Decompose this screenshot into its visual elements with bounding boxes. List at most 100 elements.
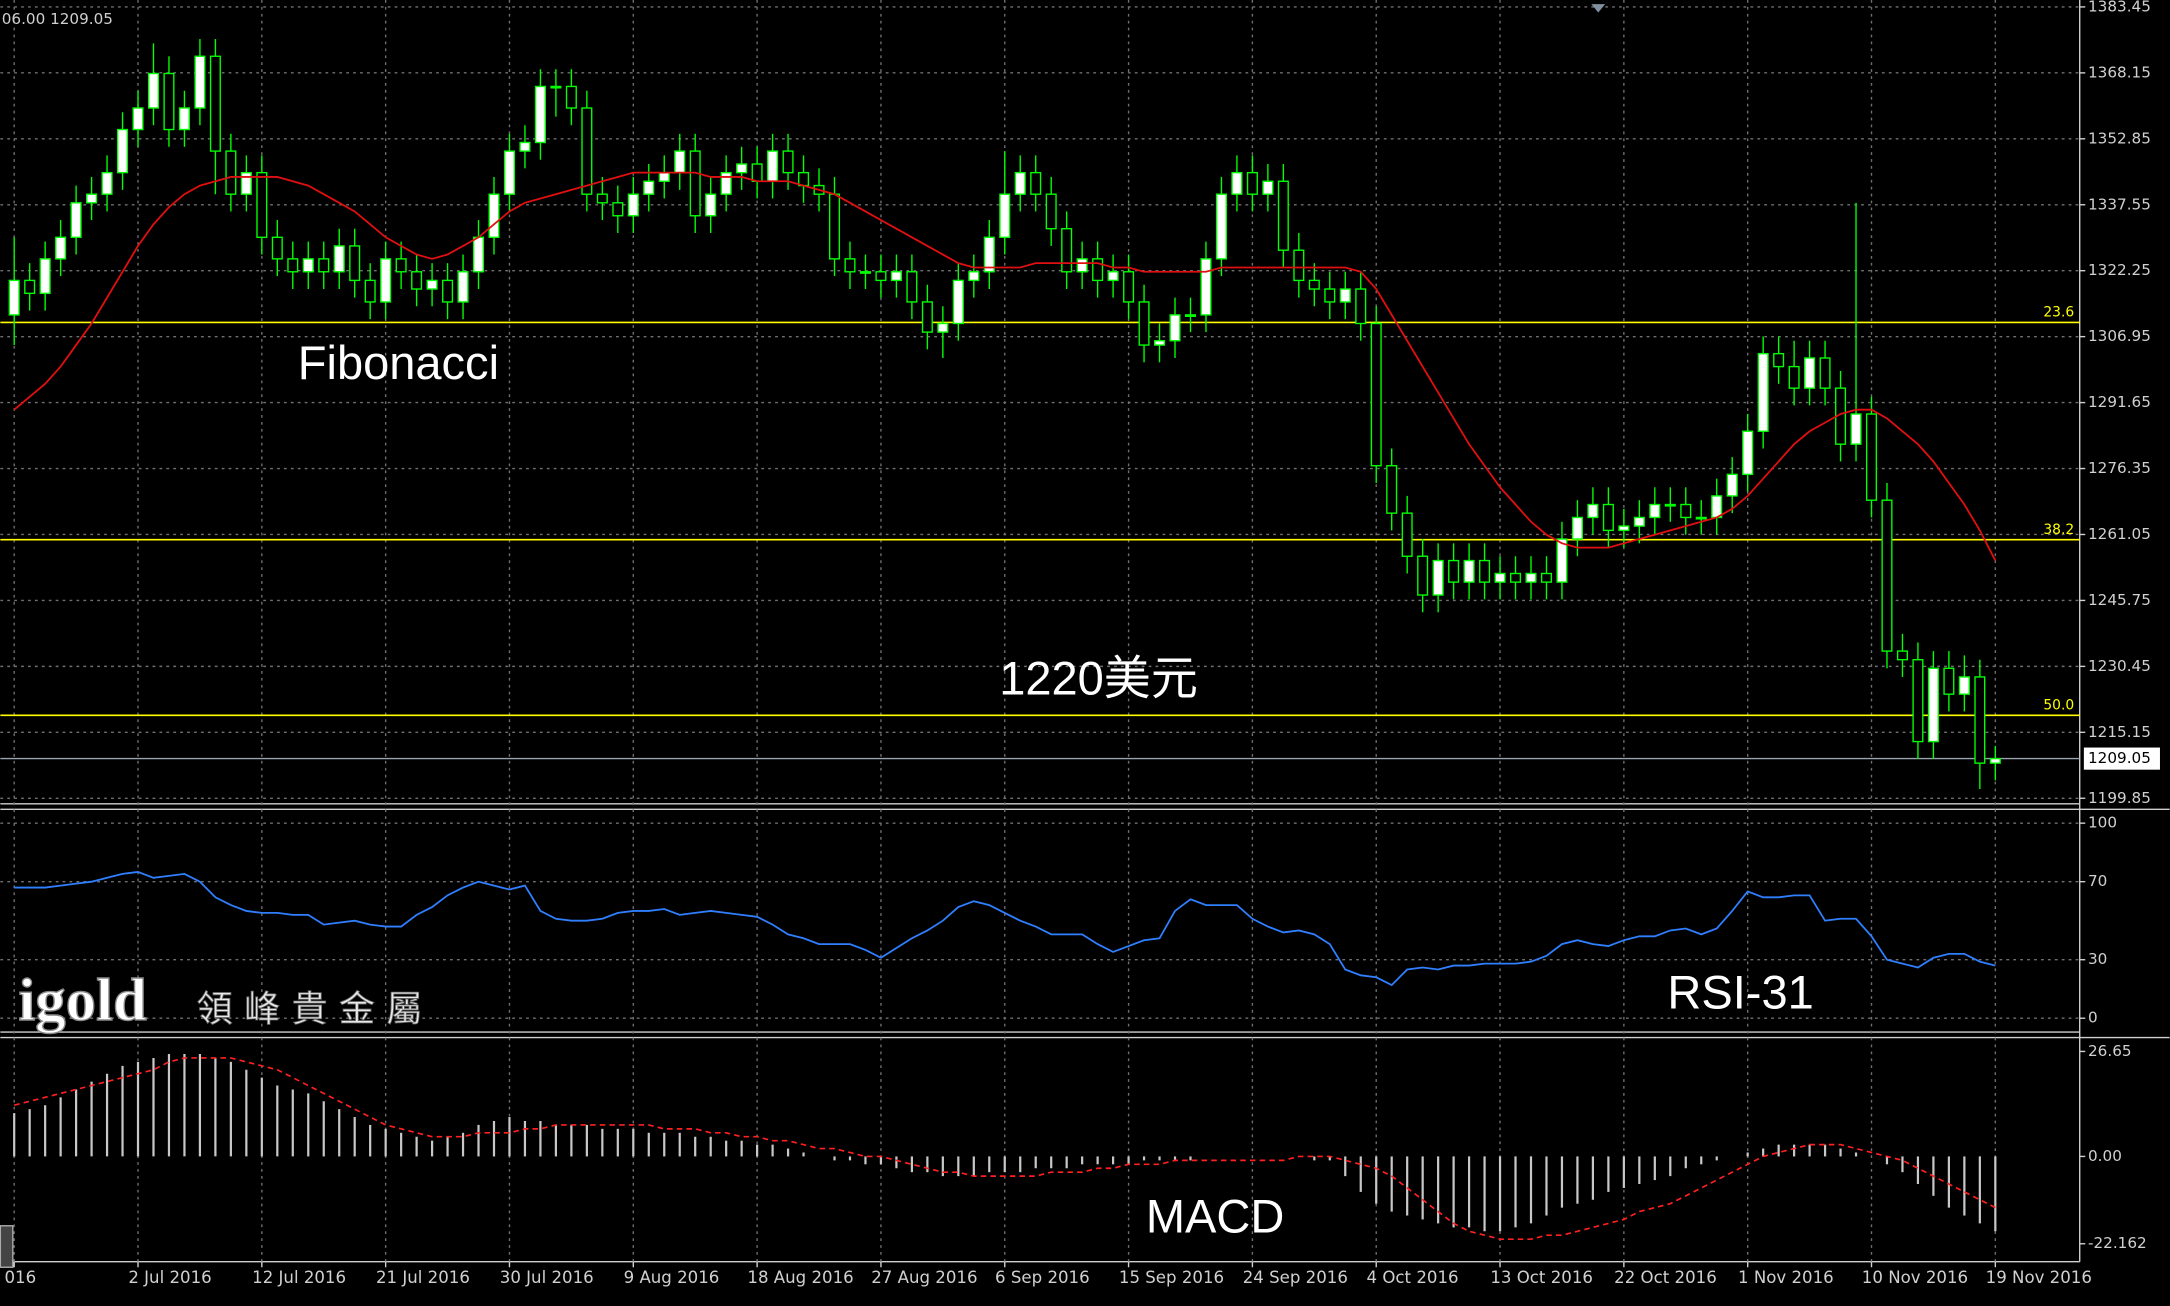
candle-body	[117, 128, 129, 174]
candle-body	[1339, 288, 1351, 303]
x-tick-label: 24 Sep 2016	[1243, 1268, 1348, 1287]
x-tick-label: 30 Jul 2016	[500, 1268, 594, 1287]
candle-body	[1773, 352, 1785, 368]
candle-body	[875, 271, 887, 282]
candle-body	[1927, 667, 1939, 743]
candle-body	[1045, 193, 1057, 230]
annotation: 1220美元	[999, 651, 1198, 704]
candle-body	[534, 85, 546, 144]
x-tick-label: 1 Nov 2016	[1738, 1268, 1834, 1287]
candle-body	[349, 245, 361, 282]
candle-body	[1958, 676, 1970, 695]
y-tick-label: 1291.65	[2088, 393, 2151, 411]
candle-body	[1277, 180, 1289, 251]
candle-body	[612, 202, 624, 217]
candle-body	[720, 171, 732, 195]
candle-body	[1076, 258, 1088, 273]
candle-body	[1184, 314, 1197, 317]
candle-body	[1664, 503, 1676, 507]
candle-body	[1448, 559, 1460, 583]
annotation: MACD	[1146, 1190, 1284, 1243]
x-tick-label: 15 Sep 2016	[1119, 1268, 1224, 1287]
candle-body	[937, 322, 949, 333]
candle-body	[782, 150, 794, 174]
candle-body	[1401, 512, 1413, 557]
candle-body	[890, 271, 902, 282]
candle-body	[1355, 288, 1367, 325]
macd-signal	[13, 1057, 1996, 1240]
candle-body	[1370, 322, 1382, 467]
candle-body	[8, 279, 20, 316]
candle-body	[86, 193, 98, 204]
candle-body	[689, 150, 701, 217]
candle-body	[1695, 516, 1707, 520]
candle-body	[921, 301, 933, 333]
fibonacci-label: 50.0	[2043, 698, 2074, 714]
candle-body	[751, 163, 763, 182]
x-tick-label: 22 Oct 2016	[1614, 1268, 1717, 1287]
candle-body	[798, 171, 810, 187]
candle-body	[1154, 340, 1166, 346]
candle-body	[488, 193, 500, 238]
candle-body	[1215, 193, 1227, 260]
candle-body	[1479, 559, 1491, 583]
candle-body	[1262, 180, 1274, 195]
candle-body	[1912, 659, 1924, 743]
candle-body	[1540, 572, 1553, 583]
candle-body	[736, 163, 748, 174]
annotation: RSI-31	[1667, 966, 1813, 1019]
candle-body	[1169, 314, 1181, 342]
candle-body	[132, 107, 144, 131]
candle-body	[1463, 559, 1475, 583]
x-tick-label: 12 Jul 2016	[252, 1268, 346, 1287]
x-tick-label: 19 Nov 2016	[1986, 1268, 2092, 1287]
x-tick-label: 13 Oct 2016	[1490, 1268, 1593, 1287]
x-tick-label: 10 Nov 2016	[1862, 1268, 1968, 1287]
candle-body	[565, 85, 577, 109]
y-tick-label: 0	[2088, 1009, 2098, 1027]
candle-body	[767, 150, 779, 182]
x-tick-label: 4 Oct 2016	[1367, 1268, 1459, 1287]
candle-body	[1432, 559, 1444, 596]
x-tick-label: 2 Jul 2016	[128, 1268, 211, 1287]
candle-body	[1587, 503, 1599, 519]
candle-body	[101, 171, 113, 195]
candle-body	[1494, 572, 1506, 583]
shift-marker	[1591, 4, 1606, 13]
candle-body	[147, 72, 160, 109]
fibonacci-label: 38.2	[2043, 522, 2074, 538]
candle-body	[1293, 249, 1305, 282]
candle-body	[1308, 279, 1320, 290]
candle-body	[1974, 676, 1986, 764]
annotation: Fibonacci	[298, 336, 499, 389]
y-tick-label: 1337.55	[2088, 195, 2151, 213]
x-tick-label: 27 Aug 2016	[871, 1268, 977, 1287]
candle-body	[240, 171, 252, 195]
candle-body	[1804, 357, 1816, 389]
candle-body	[859, 271, 871, 274]
watermark-name: 領 峰 貴 金 屬	[197, 989, 423, 1030]
candle-body	[1231, 171, 1243, 195]
candle-body	[581, 107, 593, 195]
candle-body	[194, 55, 206, 109]
y-tick-label: 1306.95	[2088, 327, 2151, 345]
candle-body	[1014, 171, 1026, 195]
candle-body	[472, 236, 485, 273]
x-tick-label: 9 Aug 2016	[624, 1268, 720, 1287]
candle-body	[1896, 650, 1908, 661]
candle-body	[411, 271, 423, 290]
candle-body	[596, 193, 608, 204]
current-price-box	[2083, 747, 2160, 770]
candle-body	[906, 271, 918, 303]
candle-body	[225, 150, 237, 195]
candle-body	[178, 107, 190, 131]
candle-body	[1386, 465, 1398, 514]
x-tick-label: 6 Sep 2016	[995, 1268, 1090, 1287]
candle-body	[1200, 258, 1212, 316]
candle-body	[1602, 503, 1614, 532]
y-tick-label: 0.00	[2088, 1147, 2122, 1165]
candle-body	[1865, 413, 1878, 501]
candle-body	[983, 236, 995, 273]
